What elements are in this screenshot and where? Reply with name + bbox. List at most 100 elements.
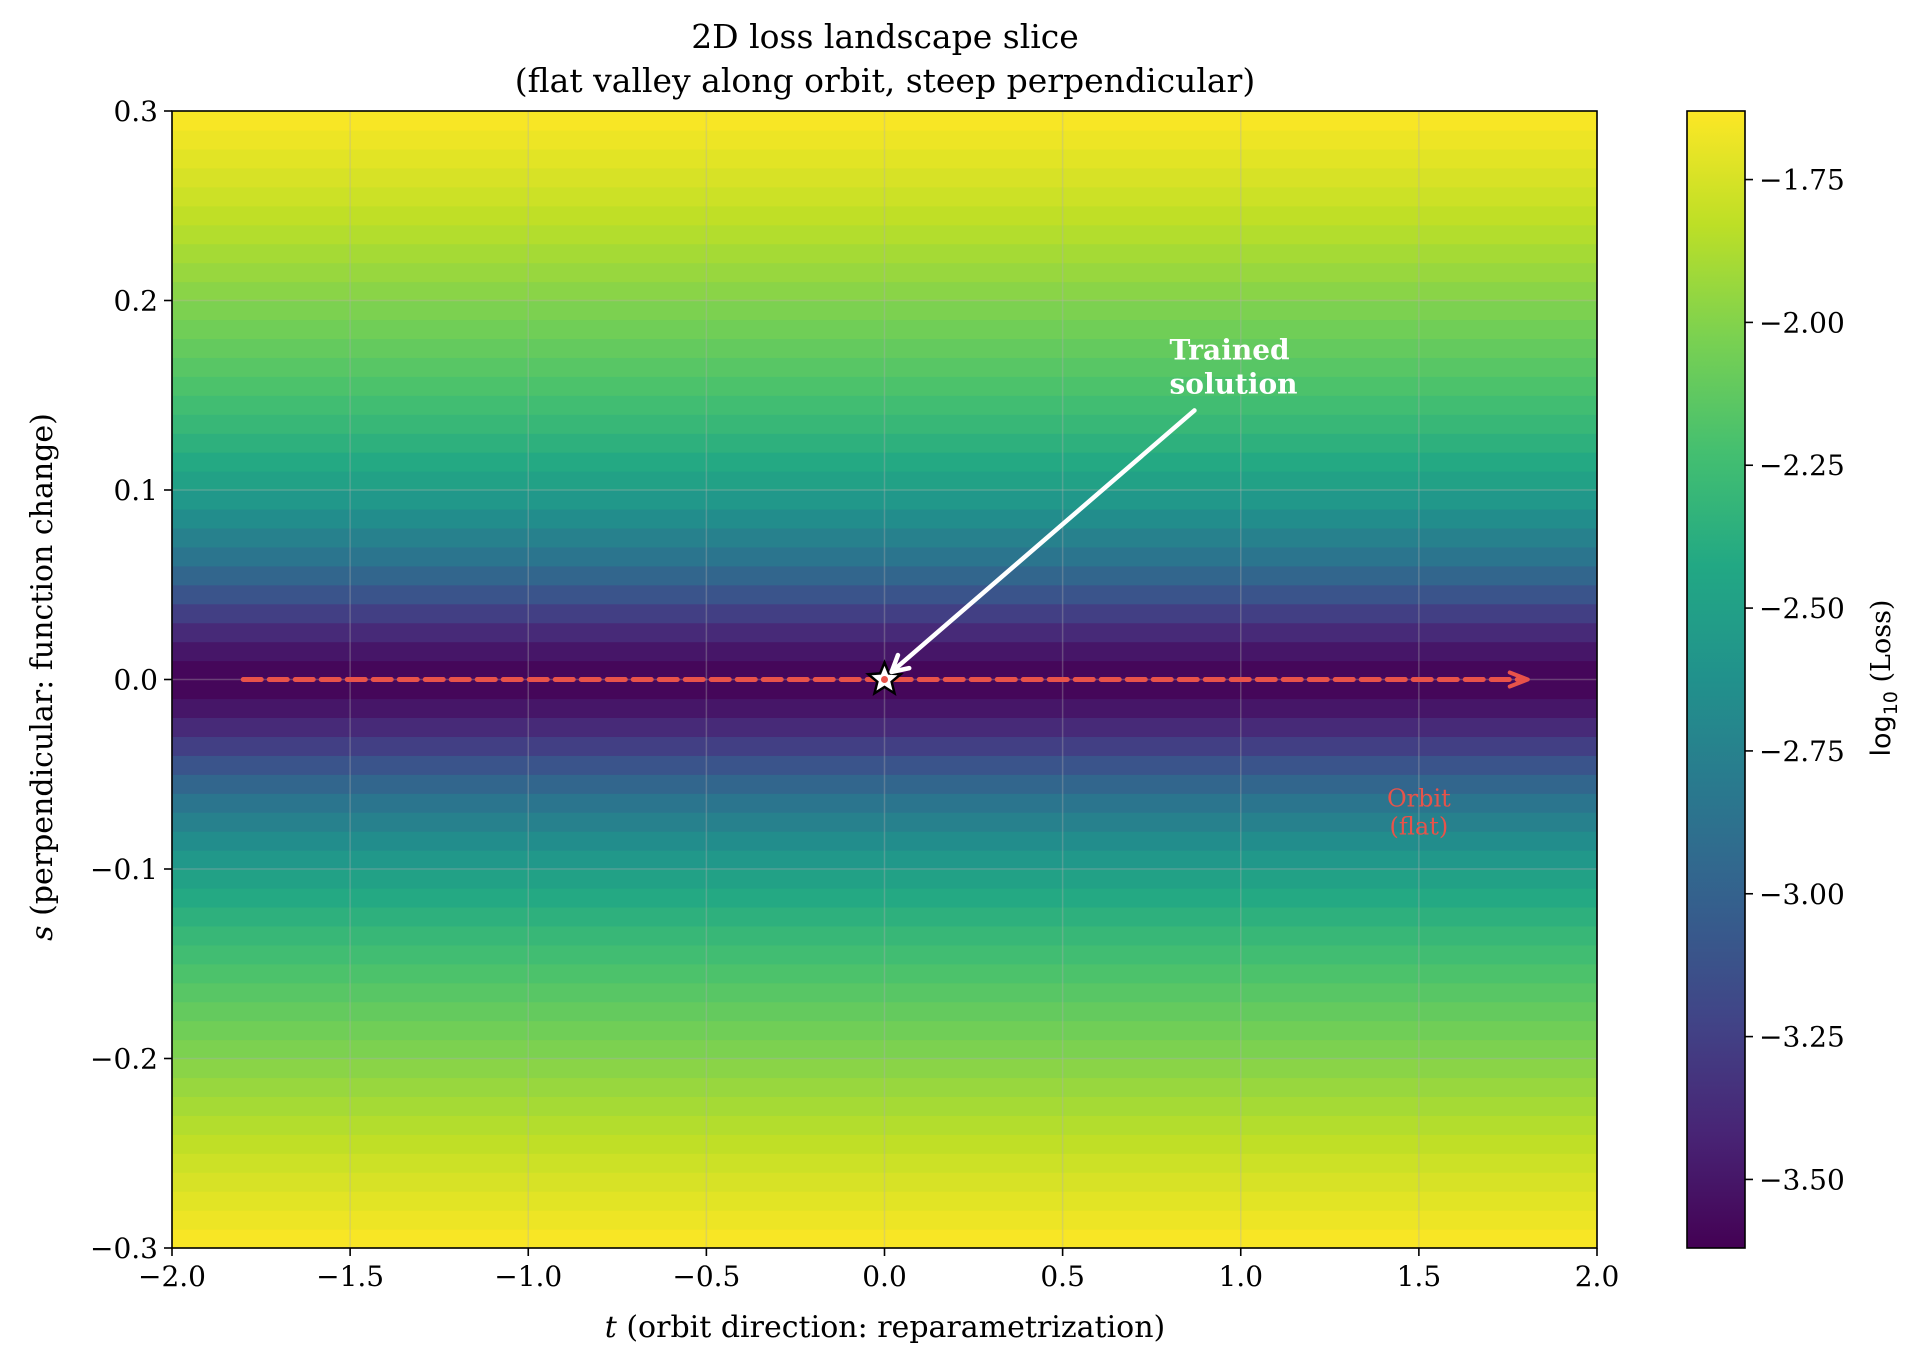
heatmap-band — [172, 319, 1597, 339]
x-axis-var: t — [605, 1310, 618, 1345]
x-tick-label: −2.0 — [138, 1260, 206, 1293]
heatmap-band — [172, 641, 1597, 662]
heatmap-band — [172, 1001, 1597, 1022]
heatmap-band — [172, 774, 1597, 794]
heatmap-band — [172, 584, 1597, 605]
heatmap-band — [172, 300, 1597, 321]
annotation-line: Trained — [1170, 334, 1290, 367]
heatmap-band — [172, 1210, 1597, 1230]
x-tick-label: 0.0 — [862, 1260, 907, 1293]
annotation-arrow — [889, 408, 1197, 675]
y-axis-label: s (perpendicular: function change) — [25, 413, 60, 941]
heatmap-band — [172, 508, 1597, 529]
heatmap-band — [172, 622, 1597, 643]
heatmap-band — [172, 395, 1597, 415]
heatmap-band — [172, 338, 1597, 358]
heatmap-band — [172, 546, 1597, 567]
orbit-arrowhead — [1507, 670, 1530, 689]
heatmap-band — [172, 111, 1597, 131]
colorbar-tick-label: −2.00 — [1759, 306, 1845, 339]
colorbar-gradient — [1686, 110, 1746, 1249]
heatmap-band — [172, 1020, 1597, 1041]
heatmap-band — [172, 679, 1597, 700]
x-tick-label: −1.0 — [494, 1260, 562, 1293]
orbit-center-dot — [881, 676, 888, 683]
annotation-arrowhead — [889, 652, 912, 675]
heatmap-band — [172, 262, 1597, 283]
heatmap-band — [172, 925, 1597, 946]
heatmap-band — [172, 243, 1597, 264]
heatmap-band — [172, 471, 1597, 491]
y-axis-var: s — [25, 925, 60, 940]
heatmap-band — [172, 452, 1597, 472]
heatmap-band — [172, 281, 1597, 302]
chart-subtitle: (flat valley along orbit, steep perpendi… — [515, 61, 1255, 100]
heatmap-band — [172, 1096, 1597, 1116]
x-tick-label: 1.5 — [1397, 1260, 1442, 1293]
colorbar-tick-label: −3.00 — [1759, 878, 1845, 911]
x-axis-text: (orbit direction: reparametrization) — [617, 1310, 1165, 1345]
heatmap-band — [172, 944, 1597, 965]
heatmap-band — [172, 850, 1597, 870]
heatmap-band — [172, 963, 1597, 984]
x-tick-label: 2.0 — [1575, 1260, 1620, 1293]
chart-title: 2D loss landscape slice — [691, 17, 1079, 56]
heatmap-band — [172, 527, 1597, 548]
heatmap-band — [172, 906, 1597, 927]
heatmap-band — [172, 1191, 1597, 1211]
x-tick-label: 0.5 — [1040, 1260, 1085, 1293]
heatmap-band — [172, 717, 1597, 737]
colorbar-tick-label: −2.50 — [1759, 592, 1845, 625]
heatmap-band — [172, 1115, 1597, 1135]
y-axis-text: (perpendicular: function change) — [25, 413, 60, 925]
heatmap-band — [172, 812, 1597, 832]
x-tick-label: −0.5 — [672, 1260, 740, 1293]
y-tick-label: 0.0 — [113, 664, 158, 697]
heatmap-band — [172, 565, 1597, 586]
x-tick-label: −1.5 — [316, 1260, 384, 1293]
y-tick-label: 0.3 — [113, 95, 158, 128]
colorbar: −3.50 −3.25 −3.00 −2.75 −2.50 −2.25 −2.00 −1.75… — [1686, 110, 1902, 1249]
heatmap-band — [172, 205, 1597, 226]
annotation-line: solution — [1170, 368, 1298, 401]
heatmap-band — [172, 433, 1597, 453]
heatmap-band — [172, 755, 1597, 775]
heatmap-band — [172, 736, 1597, 756]
annotation-line: Orbit — [1387, 785, 1451, 813]
heatmap-band — [172, 357, 1597, 377]
colorbar-label-log: log — [1866, 715, 1897, 756]
plot-overlays: Trained solution Orbit (flat) — [240, 334, 1530, 841]
heatmap-band — [172, 376, 1597, 396]
annotation-trained: Trained solution — [1170, 334, 1298, 401]
heatmap-band — [172, 869, 1597, 889]
annotation-orbit: Orbit (flat) — [1387, 785, 1451, 841]
colorbar-tick-label: −2.75 — [1759, 735, 1845, 768]
heatmap-bands — [172, 111, 1597, 1249]
y-tick-label: 0.1 — [113, 474, 158, 507]
x-tick-label: 1.0 — [1218, 1260, 1263, 1293]
y-tick-label: −0.3 — [90, 1232, 158, 1265]
x-axis: −2.0 −1.5 −1.0 −0.5 0.0 0.5 1.0 1.5 2.0 — [138, 1248, 1619, 1293]
heatmap-band — [172, 224, 1597, 245]
heatmap-band — [172, 831, 1597, 851]
heatmap-band — [172, 1153, 1597, 1173]
heatmap-band — [172, 698, 1597, 718]
heatmap-band — [172, 887, 1597, 908]
colorbar-label-suffix: (Loss) — [1866, 600, 1897, 692]
heatmap-band — [172, 1039, 1597, 1060]
colorbar-ticks: −3.50 −3.25 −3.00 −2.75 −2.50 −2.25 −2.00 −1.75 — [1745, 164, 1845, 1196]
heatmap-band — [172, 129, 1597, 150]
x-axis-label: t (orbit direction: reparametrization) — [605, 1310, 1166, 1345]
colorbar-tick-label: −2.25 — [1759, 449, 1845, 482]
heatmap-band — [172, 148, 1597, 169]
heatmap-band — [172, 1077, 1597, 1097]
heatmap-band — [172, 186, 1597, 207]
heatmap-band — [172, 1134, 1597, 1154]
y-tick-label: 0.2 — [113, 285, 158, 318]
colorbar-label-sub: 10 — [1880, 691, 1902, 715]
y-tick-label: −0.2 — [90, 1043, 158, 1076]
colorbar-tick-label: −3.50 — [1759, 1163, 1845, 1196]
y-axis: −0.3 −0.2 −0.1 0.0 0.1 0.2 0.3 — [90, 95, 172, 1265]
